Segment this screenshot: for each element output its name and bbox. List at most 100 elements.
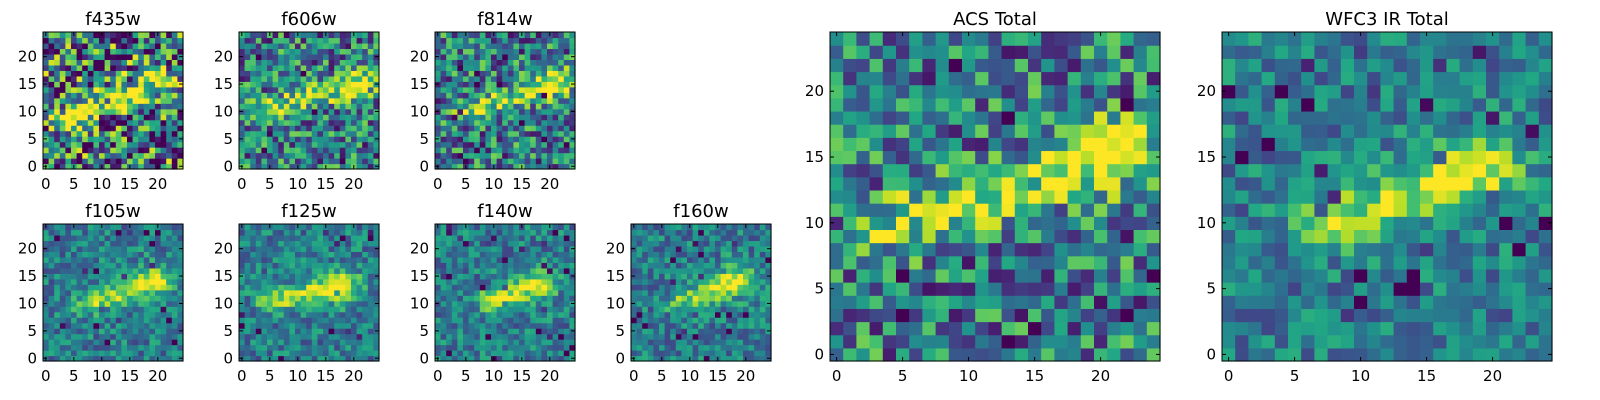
pixel-cell (869, 347, 884, 362)
pixel-cell (524, 234, 531, 242)
pixel-cell (502, 108, 509, 115)
pixel-cell (496, 256, 503, 263)
pixel-cell (479, 32, 486, 39)
pixel-cell (698, 344, 705, 351)
pixel-cell (166, 317, 173, 324)
pixel-cell (306, 256, 313, 263)
pixel-cell (115, 75, 122, 82)
pixel-cell (737, 339, 744, 346)
pixel-cell (323, 256, 330, 263)
pixel-cell (317, 284, 324, 291)
pixel-cell (76, 130, 83, 137)
pixel-cell (115, 147, 122, 154)
pixel-cell (642, 284, 649, 291)
pixel-cell (547, 262, 554, 269)
pixel-cell (535, 306, 542, 313)
pixel-cell (54, 306, 61, 313)
pixel-cell (356, 355, 363, 362)
pixel-cell (328, 251, 335, 258)
pixel-cell (278, 322, 285, 329)
pixel-cell (59, 344, 66, 351)
pixel-cell (1133, 189, 1148, 204)
pixel-cell (283, 322, 290, 329)
pixel-cell (295, 322, 302, 329)
pixel-cell (507, 300, 514, 307)
axes-frame (434, 31, 576, 170)
pixel-cell (896, 255, 910, 270)
pixel-cell (507, 311, 514, 318)
pixel-cell (306, 70, 313, 77)
pixel-cell (54, 278, 61, 285)
pixel-cell (138, 322, 145, 329)
pixel-cell (311, 152, 318, 159)
pixel-cell (255, 103, 262, 110)
pixel-cell (440, 37, 447, 44)
pixel-cell (351, 311, 358, 318)
pixel-cell (720, 224, 727, 231)
pixel-cell (474, 295, 481, 302)
pixel-cell (569, 289, 576, 296)
pixel-cell (99, 300, 106, 307)
pixel-cell (513, 240, 520, 247)
pixel-cell (882, 308, 897, 323)
pixel-cell (110, 42, 117, 50)
pixel-cell (306, 48, 313, 55)
pixel-cell (71, 234, 78, 242)
pixel-cell (569, 267, 576, 274)
pixel-cell (177, 141, 184, 148)
pixel-cell (171, 278, 178, 285)
pixel-cell (552, 300, 559, 307)
pixel-cell (440, 245, 447, 252)
pixel-cell (1041, 347, 1055, 362)
pixel-cell (127, 339, 134, 346)
pixel-cell (261, 234, 268, 242)
pixel-cell (502, 289, 509, 296)
pixel-cell (440, 158, 447, 165)
pixel-cell (295, 147, 302, 154)
pixel-cell (278, 256, 285, 263)
y-tick-label: 0 (419, 157, 429, 175)
pixel-cell (737, 278, 744, 285)
y-tick-label: 5 (27, 322, 37, 340)
pixel-cell (715, 273, 722, 280)
pixel-cell (737, 273, 744, 280)
pixel-cell (524, 355, 531, 362)
pixel-cell (300, 339, 307, 346)
pixel-cell (138, 70, 145, 77)
pixel-cell (647, 355, 654, 362)
panel-title: f435w (85, 9, 140, 30)
x-tick-label: 5 (265, 367, 275, 385)
pixel-cell (300, 108, 307, 115)
pixel-cell (975, 295, 989, 309)
pixel-cell (709, 251, 716, 258)
pixel-cell (1120, 189, 1135, 204)
pixel-cell (435, 119, 442, 126)
pixel-cell (289, 64, 296, 71)
pixel-cell (935, 229, 950, 244)
pixel-cell (244, 81, 251, 88)
pixel-cell (524, 48, 531, 55)
pixel-cell (71, 339, 78, 346)
pixel-cell (339, 53, 346, 60)
pixel-cell (127, 300, 134, 307)
pixel-cell (48, 141, 55, 148)
pixel-cell (71, 37, 78, 44)
pixel-cell (468, 284, 475, 291)
pixel-cell (491, 70, 498, 77)
pixel-cell (82, 152, 89, 159)
x-tick-label: 0 (237, 367, 247, 385)
pixel-cell (659, 245, 666, 252)
pixel-cell (306, 108, 313, 115)
pixel-cell (143, 141, 150, 148)
pixel-cell (962, 334, 976, 349)
pixel-cell (82, 48, 89, 55)
pixel-cell (356, 267, 363, 274)
pixel-cell (295, 240, 302, 247)
pixel-cell (1028, 268, 1042, 283)
pixel-cell (457, 229, 464, 236)
pixel-cell (255, 119, 262, 126)
pixel-cell (909, 203, 923, 217)
pixel-cell (334, 130, 341, 137)
pixel-cell (367, 333, 374, 340)
pixel-cell (362, 114, 369, 121)
